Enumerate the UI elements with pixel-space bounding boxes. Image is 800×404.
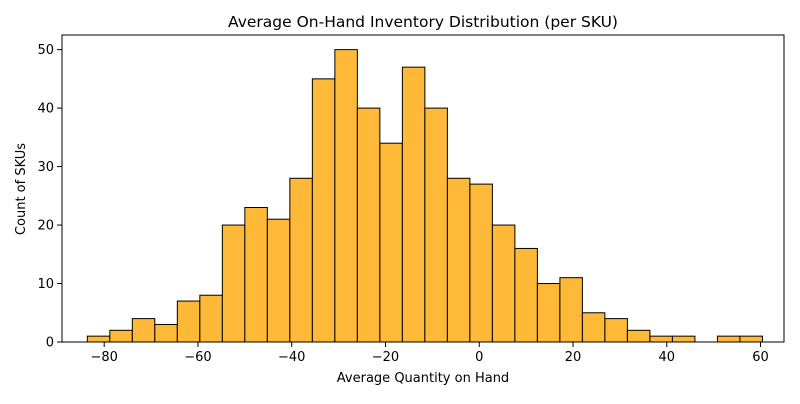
- histogram-bar: [289, 177, 313, 343]
- x-tick-label: 60: [752, 350, 769, 365]
- x-tick-label: 40: [659, 350, 676, 365]
- histogram-bar: [199, 294, 223, 343]
- histogram-bar: [514, 247, 538, 343]
- y-tick-label: 0: [46, 336, 54, 351]
- histogram-bar: [176, 300, 201, 343]
- histogram-bar: [604, 318, 628, 343]
- histogram-bar: [626, 329, 651, 343]
- histogram-bar: [221, 224, 246, 343]
- histogram-bar: [671, 335, 696, 343]
- histogram-bar: [401, 66, 426, 343]
- histogram-bar: [559, 277, 583, 343]
- histogram-bar: [334, 49, 358, 343]
- y-tick-label: 50: [37, 43, 54, 58]
- x-tick-label: −80: [90, 350, 117, 365]
- histogram-bar: [356, 107, 381, 343]
- x-tick-label: −20: [372, 350, 399, 365]
- histogram-bar: [739, 335, 763, 343]
- histogram-bar: [446, 177, 471, 343]
- histogram-bar: [154, 323, 178, 343]
- histogram-bar: [581, 312, 606, 343]
- y-ticks: 0 10 20 30 40 50: [37, 43, 62, 351]
- x-ticks: −80 −60 −40 −20 0 20 40 60: [90, 342, 769, 365]
- bars-layer: [86, 49, 763, 343]
- x-tick-label: 20: [565, 350, 582, 365]
- histogram-bar: [424, 107, 448, 343]
- histogram-bar: [311, 78, 336, 343]
- y-tick-label: 40: [37, 102, 54, 117]
- plot-frame: [61, 34, 785, 343]
- y-axis-label: Count of SKUs: [14, 143, 29, 235]
- histogram-bar: [716, 335, 741, 343]
- histogram-bar: [469, 183, 493, 343]
- y-tick-label: 10: [37, 277, 54, 292]
- chart-title: Average On-Hand Inventory Distribution (…: [228, 13, 618, 31]
- histogram-bar: [86, 335, 111, 343]
- histogram-bar: [131, 318, 156, 343]
- histogram-bar: [266, 218, 291, 343]
- x-tick-label: 0: [475, 350, 483, 365]
- x-axis-label: Average Quantity on Hand: [337, 371, 509, 386]
- histogram-bar: [649, 335, 673, 343]
- y-tick-label: 30: [37, 160, 54, 175]
- histogram-bar: [244, 207, 268, 343]
- histogram-bar: [491, 224, 516, 343]
- x-tick-label: −40: [278, 350, 305, 365]
- x-tick-label: −60: [184, 350, 211, 365]
- y-tick-label: 20: [37, 219, 54, 234]
- histogram-bar: [379, 142, 403, 343]
- histogram-bar: [536, 283, 561, 343]
- histogram-bar: [109, 329, 133, 343]
